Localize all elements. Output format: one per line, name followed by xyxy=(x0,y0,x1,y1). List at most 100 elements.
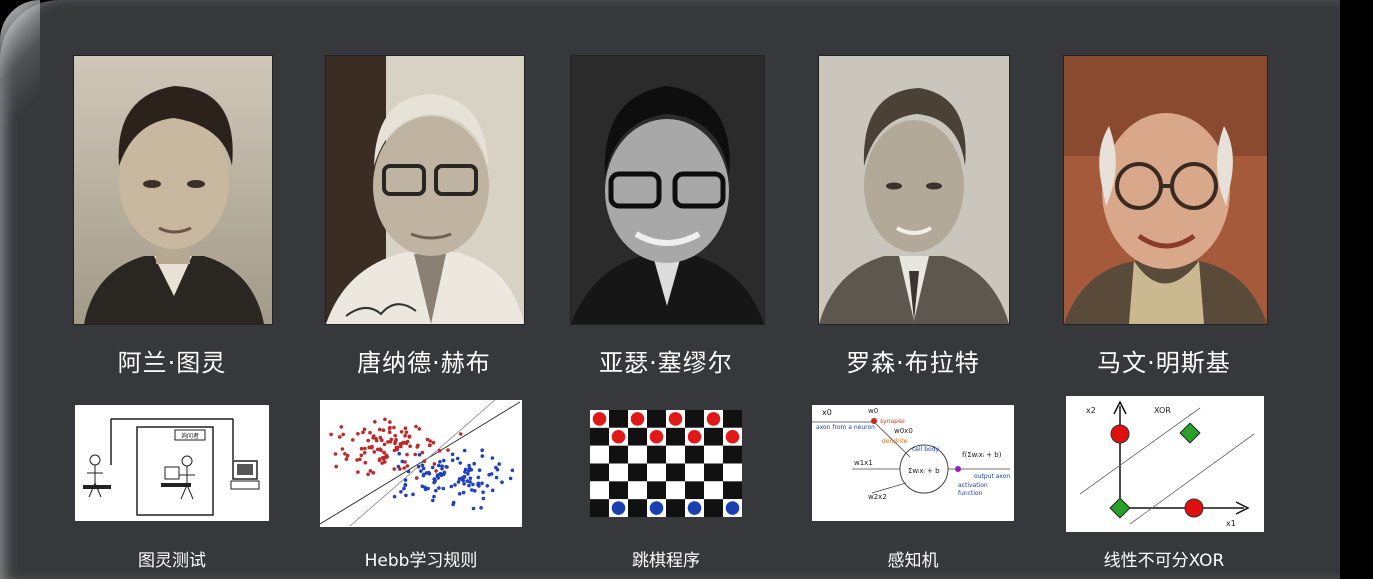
hebb-point-blue xyxy=(510,468,515,473)
hebb-point-blue xyxy=(467,463,471,468)
hebb-point-blue xyxy=(411,492,415,497)
hebb-point-red xyxy=(394,445,399,450)
checkers-square xyxy=(666,463,685,482)
hebb-point-blue xyxy=(495,467,500,472)
hebb-point-red xyxy=(363,446,367,451)
hebb-point-red xyxy=(337,435,342,439)
checkers-square xyxy=(685,410,704,428)
hebb-point-red xyxy=(388,439,393,444)
hebb-point-blue xyxy=(434,488,438,493)
hebb-point-red xyxy=(413,452,417,457)
hebb-point-blue xyxy=(435,474,440,479)
hebb-point-blue xyxy=(497,462,501,466)
hebb-point-red xyxy=(343,452,347,456)
hebb-point-red xyxy=(344,457,349,461)
checkers-square xyxy=(704,499,723,517)
hebb-point-red xyxy=(329,432,333,437)
hebb-point-red xyxy=(437,449,442,453)
hebb-point-red xyxy=(392,448,397,453)
hebb-point-blue xyxy=(468,476,473,481)
hebb-point-blue xyxy=(463,470,467,474)
hebb-point-blue xyxy=(508,476,513,481)
checkers-square xyxy=(685,445,704,464)
hebb-point-red xyxy=(377,458,382,462)
hebb-point-red xyxy=(399,430,404,434)
hebb-point-red xyxy=(359,446,364,451)
hebb-point-red xyxy=(383,460,387,464)
perceptron-output-axon: output axon xyxy=(974,473,1010,480)
checkers-piece xyxy=(668,412,683,426)
hebb-point-blue xyxy=(480,448,484,452)
xor-title: XOR xyxy=(1154,406,1171,415)
checkers-square xyxy=(704,481,723,500)
caption-turing-test: 图灵测试 xyxy=(138,551,206,571)
checkers-piece xyxy=(611,501,626,515)
checkers-piece xyxy=(592,412,607,426)
hebb-point-red xyxy=(356,470,360,474)
hebb-point-blue xyxy=(490,488,495,493)
checkers-square xyxy=(704,427,723,446)
hebb-point-red xyxy=(428,439,432,443)
hebb-point-blue xyxy=(432,494,436,499)
hebb-point-red xyxy=(372,450,377,454)
hebb-point-red xyxy=(415,445,419,449)
hebb-point-red xyxy=(363,460,368,465)
hebb-point-blue xyxy=(449,484,454,489)
checkers-piece xyxy=(649,429,664,444)
hebb-point-blue xyxy=(472,461,476,466)
hebb-point-blue xyxy=(416,464,421,469)
portrait-turing xyxy=(73,55,273,325)
hebb-point-blue xyxy=(476,482,480,487)
xor-diagram: x2 XOR x1 xyxy=(1066,396,1264,532)
hebb-point-blue xyxy=(426,486,430,491)
perceptron-cell-body: cell body xyxy=(912,446,940,453)
checkers-piece xyxy=(706,412,721,426)
hebb-point-blue xyxy=(480,454,485,458)
hebb-point-blue xyxy=(403,478,408,482)
hebb-point-blue xyxy=(396,464,401,469)
checkers-board xyxy=(590,410,742,517)
hebb-point-blue xyxy=(462,475,467,479)
hebb-point-blue xyxy=(470,488,474,492)
checkers-square xyxy=(590,499,609,517)
hebb-point-blue xyxy=(453,483,457,487)
perceptron-synapse: synapse xyxy=(880,418,905,425)
hebb-point-blue xyxy=(438,471,443,476)
hebb-point-blue xyxy=(462,448,467,453)
hebb-point-blue xyxy=(500,480,504,484)
hebb-point-blue xyxy=(427,470,431,475)
hebb-point-blue xyxy=(465,479,469,483)
checkers-piece xyxy=(725,501,740,515)
hebb-point-blue xyxy=(490,456,495,460)
hebb-point-red xyxy=(403,426,408,430)
hebb-point-blue xyxy=(403,483,407,488)
hebb-point-red xyxy=(405,464,410,468)
checkers-square xyxy=(590,445,609,464)
hebb-point-blue xyxy=(457,492,462,496)
checkers-square xyxy=(666,445,685,464)
portrait-samuel xyxy=(570,55,765,325)
hebb-point-red xyxy=(403,433,407,438)
perceptron-diagram: x0 w0 synapse axon from a neuron w0x0 de… xyxy=(812,405,1014,521)
checkers-square xyxy=(590,463,609,482)
hebb-point-blue xyxy=(467,483,471,488)
hebb-point-blue xyxy=(402,486,406,491)
checkers-square xyxy=(628,463,647,482)
hebb-point-red xyxy=(381,455,385,460)
hebb-point-blue xyxy=(445,465,449,469)
hebb-point-red xyxy=(387,430,392,435)
checkers-square xyxy=(723,445,742,464)
hebb-point-red xyxy=(333,452,338,456)
hebb-point-red xyxy=(366,472,370,477)
hebb-point-red xyxy=(428,443,432,447)
hebb-point-blue xyxy=(461,490,466,495)
hebb-point-red xyxy=(392,467,396,471)
hebb-point-red xyxy=(414,424,418,429)
hebb-point-blue xyxy=(431,498,435,503)
checkers-square xyxy=(723,410,742,428)
perceptron-w2x2: w2x2 xyxy=(868,493,887,501)
hebb-point-blue xyxy=(450,458,455,462)
hebb-point-red xyxy=(362,427,367,432)
hebb-point-red xyxy=(414,476,419,480)
hebb-point-blue xyxy=(420,484,425,489)
